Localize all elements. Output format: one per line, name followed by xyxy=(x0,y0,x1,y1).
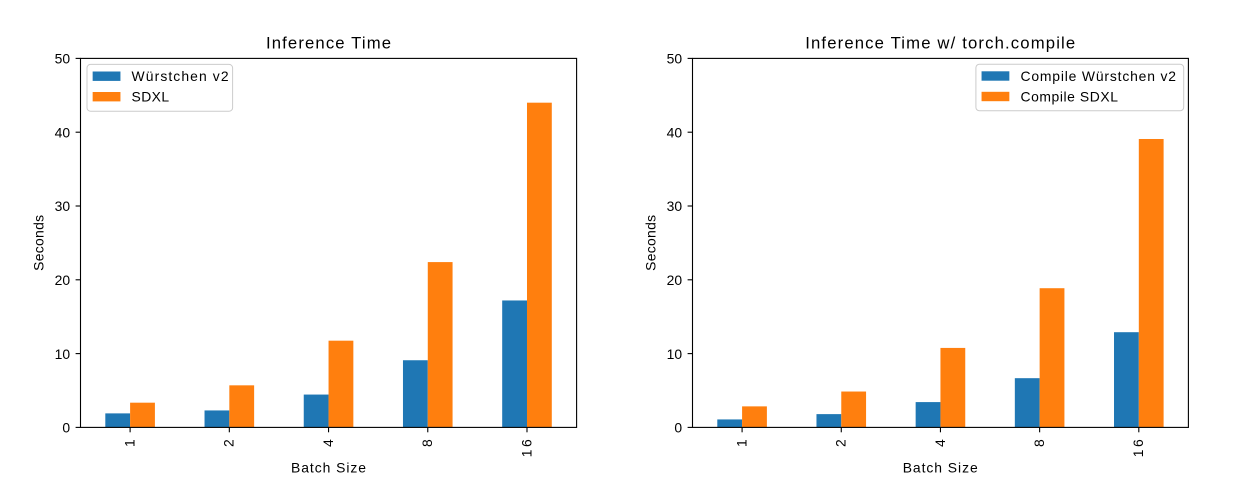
svg-text:0: 0 xyxy=(674,420,682,436)
svg-text:Inference Time: Inference Time xyxy=(266,34,391,53)
svg-text:Inference Time w/ torch.compil: Inference Time w/ torch.compile xyxy=(805,34,1075,53)
svg-text:50: 50 xyxy=(55,51,71,67)
svg-text:Batch Size: Batch Size xyxy=(903,460,978,476)
svg-text:8: 8 xyxy=(419,439,435,447)
svg-text:Würstchen v2: Würstchen v2 xyxy=(132,68,229,84)
svg-text:30: 30 xyxy=(55,198,71,214)
svg-text:Batch Size: Batch Size xyxy=(291,460,366,476)
svg-text:20: 20 xyxy=(667,272,683,288)
svg-text:8: 8 xyxy=(1031,439,1047,447)
svg-text:Compile Würstchen v2: Compile Würstchen v2 xyxy=(1020,68,1176,84)
svg-text:50: 50 xyxy=(667,51,683,67)
svg-text:4: 4 xyxy=(932,439,948,447)
svg-text:Seconds: Seconds xyxy=(31,215,47,271)
svg-text:Seconds: Seconds xyxy=(643,215,659,271)
svg-text:10: 10 xyxy=(667,346,683,362)
svg-text:1: 1 xyxy=(122,439,138,447)
svg-text:0: 0 xyxy=(62,420,70,436)
svg-text:20: 20 xyxy=(55,272,71,288)
svg-text:30: 30 xyxy=(667,198,683,214)
svg-text:2: 2 xyxy=(221,439,237,447)
svg-text:40: 40 xyxy=(667,124,683,140)
svg-text:10: 10 xyxy=(55,346,71,362)
svg-text:SDXL: SDXL xyxy=(132,89,170,105)
svg-text:40: 40 xyxy=(55,124,71,140)
svg-text:2: 2 xyxy=(833,439,849,447)
svg-text:1: 1 xyxy=(733,439,749,447)
svg-text:4: 4 xyxy=(320,439,336,447)
svg-text:Compile SDXL: Compile SDXL xyxy=(1020,89,1118,105)
